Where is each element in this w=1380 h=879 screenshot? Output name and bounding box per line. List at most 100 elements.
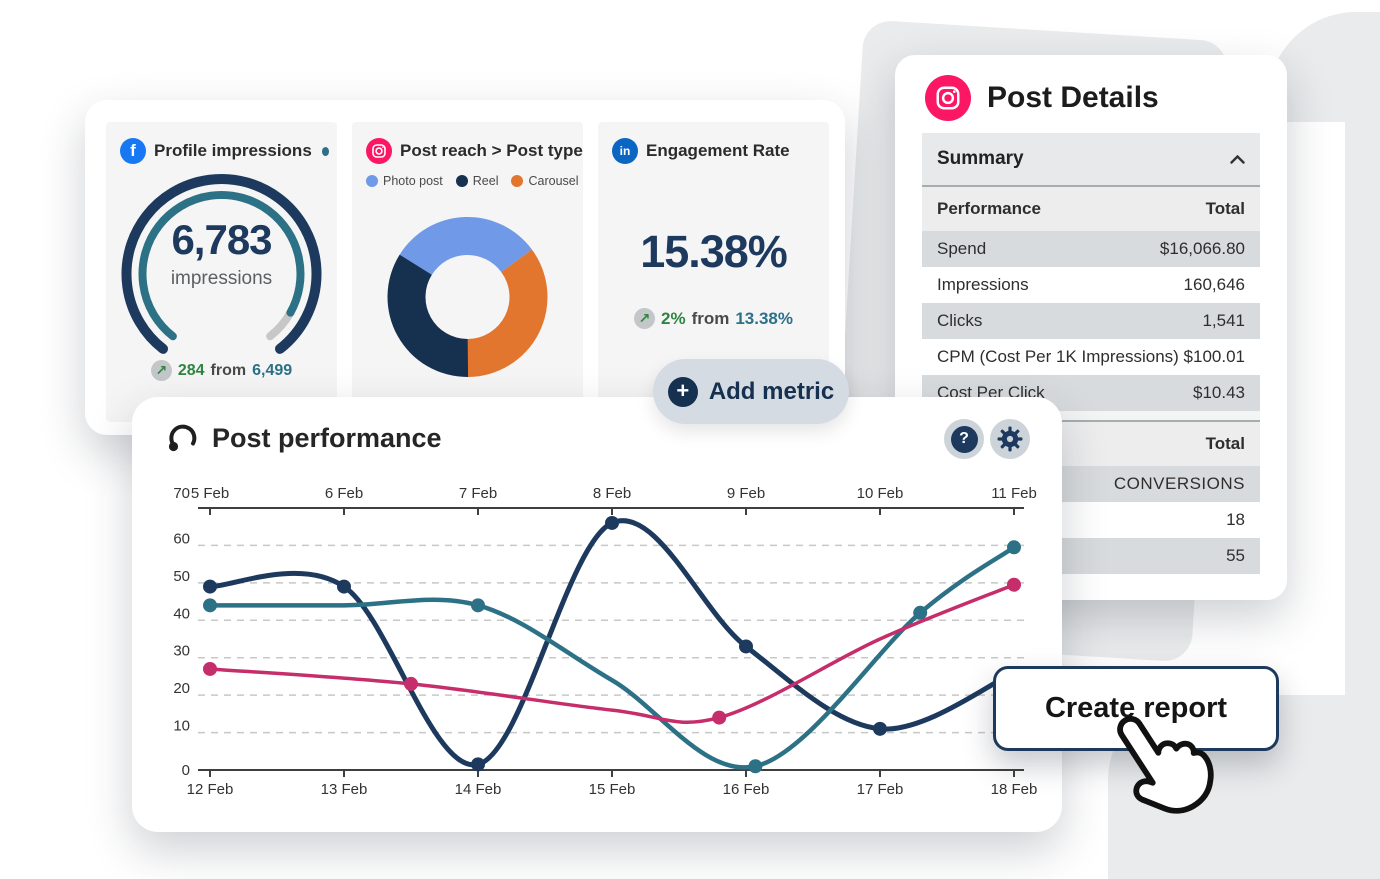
row-value: 1,541 [1202, 311, 1245, 330]
settings-button[interactable] [990, 419, 1030, 459]
instagram-icon [366, 138, 392, 164]
table-row: Impressions 160,646 [922, 267, 1260, 303]
data-point [1007, 540, 1021, 555]
post-type-donut-chart [387, 217, 548, 377]
legend-label: Carousel [528, 174, 579, 188]
summary-section-toggle[interactable]: Summary [922, 133, 1260, 187]
svg-text:18 Feb: 18 Feb [991, 781, 1038, 798]
svg-text:0: 0 [182, 762, 190, 779]
trend-baseline: 6,499 [252, 361, 293, 379]
impressions-value: 6,783 [171, 216, 272, 263]
svg-text:7 Feb: 7 Feb [459, 485, 497, 502]
row-label: Impressions [937, 275, 1029, 294]
trend-up-arrow-icon: ↗ [633, 308, 655, 329]
table-row: Cost Per Click $10.43 [922, 375, 1260, 411]
metric-color-dot [321, 146, 329, 156]
chart-axes [198, 507, 1024, 777]
performance-header-row: Performance Total [922, 187, 1260, 231]
gauge-dial-icon [168, 424, 197, 452]
post-performance-line-chart: 5 Feb 6 Feb 7 Feb 8 Feb 9 Feb 10 Feb 11 Feb 12 … [173, 485, 1038, 798]
svg-text:10 Feb: 10 Feb [857, 485, 904, 502]
data-point [605, 515, 619, 530]
svg-text:70: 70 [173, 485, 190, 502]
gear-icon [997, 426, 1023, 452]
row-value: 18 [1226, 510, 1245, 529]
hand-pointer-cursor-icon [1117, 715, 1214, 814]
row-value: CONVERSIONS [1113, 474, 1245, 493]
legend-dot [511, 175, 524, 187]
table-row: Clicks 1,541 [922, 303, 1260, 339]
series-dark-navy [203, 515, 1017, 772]
donut-segment-photo-post [399, 217, 532, 275]
row-value: 55 [1226, 546, 1245, 565]
post-reach-tile: Post reach > Post type Photo post Reel Car… [352, 122, 583, 422]
svg-text:50: 50 [173, 568, 190, 585]
post-performance-card: Post performance ? 5 Feb 6 Feb 7 Feb 8 Feb 9… [132, 397, 1062, 832]
trend-up-arrow-icon: ↗ [150, 360, 172, 381]
data-point [712, 710, 727, 725]
metric-tiles-card: f Profile impressions 6,783 impressions … [85, 100, 845, 435]
facebook-icon: f [120, 138, 146, 164]
section-divider [922, 411, 1260, 422]
table-row: CPM (Cost Per 1K Impressions) $100.01 [922, 339, 1260, 375]
tile-title: Post reach > Post type [400, 141, 583, 160]
svg-text:17 Feb: 17 Feb [857, 781, 904, 798]
col-total: Total [1205, 434, 1245, 453]
add-metric-button[interactable]: + Add metric [653, 359, 849, 424]
series-pink [203, 577, 1021, 725]
svg-text:9 Feb: 9 Feb [727, 485, 765, 502]
profile-impressions-tile: f Profile impressions 6,783 impressions … [106, 122, 337, 422]
engagement-rate-value: 15.38% [640, 226, 788, 277]
impressions-gauge [121, 174, 322, 354]
col-total: Total [1205, 199, 1245, 218]
tile-title: Engagement Rate [646, 141, 790, 160]
legend-dot [455, 175, 468, 187]
col-performance: Performance [937, 199, 1041, 218]
legend-item-photo-post[interactable]: Photo post [366, 174, 443, 188]
row-label: Spend [937, 239, 987, 258]
data-point [471, 757, 485, 772]
chevron-up-icon [1230, 154, 1245, 164]
engagement-trend: ↗ 2% from 13.38% [598, 308, 829, 329]
svg-text:30: 30 [173, 643, 190, 660]
impressions-unit: impressions [170, 268, 273, 289]
trend-delta: 284 [177, 361, 205, 379]
series-teal [203, 540, 1021, 774]
data-point [913, 605, 928, 620]
add-metric-label: Add metric [708, 377, 835, 405]
post-details-header: Post Details [925, 75, 1159, 121]
svg-text:6 Feb: 6 Feb [325, 485, 363, 502]
question-mark-icon: ? [950, 425, 978, 453]
legend-item-reel[interactable]: Reel [455, 174, 499, 188]
svg-text:14 Feb: 14 Feb [455, 781, 502, 798]
svg-text:10: 10 [173, 718, 190, 735]
svg-text:5 Feb: 5 Feb [191, 485, 229, 502]
post-performance-header: Post performance [164, 421, 442, 455]
legend-label: Photo post [383, 174, 443, 188]
svg-text:16 Feb: 16 Feb [723, 781, 770, 798]
summary-label: Summary [937, 148, 1024, 169]
legend-label: Reel [472, 174, 499, 188]
svg-text:20: 20 [173, 680, 190, 697]
row-value: $100.01 [1183, 347, 1245, 366]
trend-from-label: from [210, 361, 247, 379]
instagram-icon [925, 75, 971, 121]
linkedin-icon: in [612, 138, 638, 164]
svg-text:40: 40 [173, 605, 190, 622]
legend-dot [366, 175, 378, 187]
row-label: CPM (Cost Per 1K Impressions) [937, 347, 1179, 366]
row-value: 160,646 [1183, 275, 1245, 294]
legend-item-carousel[interactable]: Carousel [511, 174, 579, 188]
svg-text:11 Feb: 11 Feb [991, 485, 1037, 502]
svg-text:13 Feb: 13 Feb [321, 781, 368, 798]
tile-title: Profile impressions [154, 141, 312, 160]
donut-legend: Photo post Reel Carousel [366, 174, 579, 188]
help-button[interactable]: ? [944, 419, 984, 459]
trend-baseline: 13.38% [735, 308, 794, 328]
impressions-trend: ↗ 284 from 6,499 [106, 360, 337, 381]
create-report-button[interactable]: Create report [993, 666, 1279, 751]
row-label: Clicks [937, 311, 983, 330]
data-point [404, 676, 418, 691]
data-point [739, 639, 753, 654]
